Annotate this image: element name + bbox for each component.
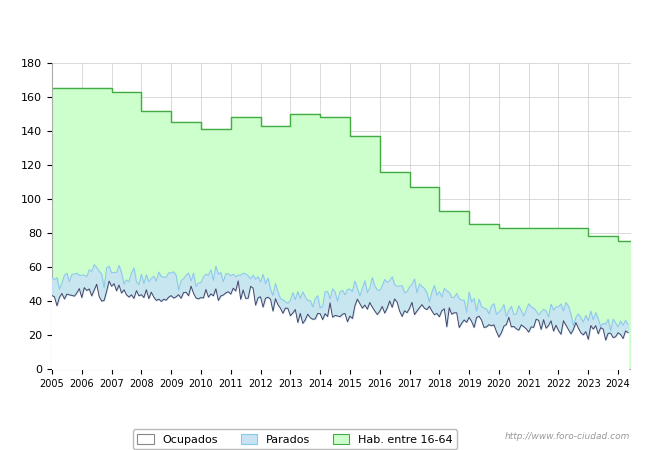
Text: http://www.foro-ciudad.com: http://www.foro-ciudad.com [505, 432, 630, 441]
Text: Alustante - Evolucion de la poblacion en edad de Trabajar Mayo de 2024: Alustante - Evolucion de la poblacion en… [45, 21, 605, 33]
Legend: Ocupados, Parados, Hab. entre 16-64: Ocupados, Parados, Hab. entre 16-64 [133, 429, 457, 449]
